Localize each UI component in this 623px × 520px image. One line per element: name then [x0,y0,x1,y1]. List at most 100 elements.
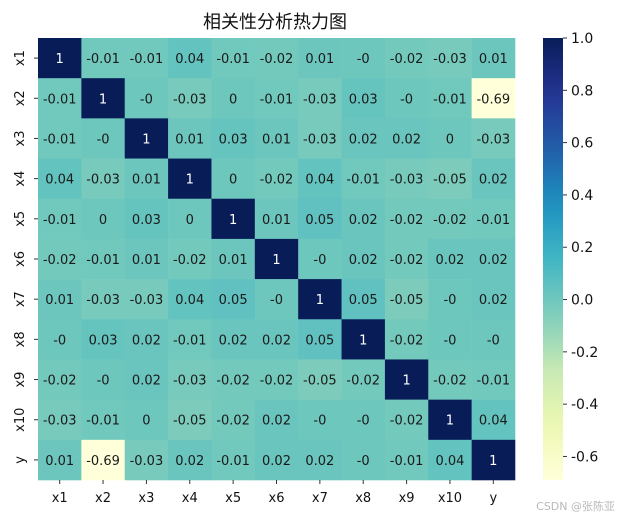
heatmap-cell [81,198,126,240]
colorbar-tick-label: 0.2 [571,240,593,256]
heatmap-cell [38,158,82,200]
heatmap-cell [168,158,212,200]
chart-title: 相关性分析热力图 [203,12,347,33]
heatmap-cell [471,118,516,159]
cell-value-label: -0.01 [43,92,77,107]
heatmap-cell [471,38,516,79]
cell-value-label: -0.03 [476,132,510,147]
cell-value-label: 0.01 [132,253,161,268]
cell-value-label: -0.01 [86,253,120,268]
heatmap-cell [38,38,82,79]
heatmap-cell [384,38,429,79]
cell-value-label: -0.05 [173,414,207,429]
heatmap-cell [254,319,299,360]
cell-value-label: -0.03 [86,173,120,188]
heatmap-cell [168,118,212,159]
heatmap-cell [341,78,386,119]
cell-value-label: 0 [229,173,237,188]
cell-value-label: 0.04 [45,173,74,188]
cell-value-label: 0.05 [349,293,378,308]
cell-value-label: 0.04 [479,414,508,429]
cell-value-label: 1 [186,173,194,188]
cell-value-label: -0.02 [173,253,207,268]
heatmap-cell [254,399,299,441]
y-tick-label: x2 [13,90,28,106]
cell-value-label: -0.03 [86,293,120,308]
cell-value-label: 0.02 [262,454,291,469]
heatmap-cell [38,238,82,280]
heatmap-cell [298,399,342,441]
cell-value-label: 0.01 [262,213,291,228]
cell-value-label: 0.01 [262,132,291,147]
cell-value-label: 0.05 [219,293,248,308]
heatmap-cell [341,238,386,280]
cell-value-label: -0.01 [260,92,294,107]
cell-value-label: -0.02 [433,213,467,228]
heatmap-cell [428,238,472,280]
heatmap-cell [384,78,429,119]
x-tick-label: x6 [269,491,285,506]
y-tick-label: x1 [13,50,28,66]
y-tick-label: x3 [13,130,28,146]
heatmap-cell [38,118,82,159]
cell-value-label: -0.02 [433,374,467,389]
colorbar-tick-label: 0.0 [571,293,593,309]
cell-value-label: 0.02 [349,132,378,147]
heatmap-cell [168,38,212,79]
heatmap-cell [428,439,472,481]
cell-value-label: -0.01 [476,213,510,228]
heatmap-cell [471,78,516,119]
x-tick-label: x8 [355,491,371,506]
cell-value-label: 1 [359,333,367,348]
cell-value-label: 0.02 [262,414,291,429]
cell-value-label: -0.02 [43,253,77,268]
heatmap-cell [428,279,472,320]
cell-value-label: -0.69 [476,92,510,107]
heatmap-cell [211,439,256,481]
cell-value-label: -0 [313,414,326,429]
colorbar-tick-label: -0.2 [571,345,598,361]
colorbar-tick-label: 1.0 [571,31,593,47]
cell-value-label: -0 [357,454,370,469]
cell-value-label: 0.03 [89,333,118,348]
cell-value-label: 0.02 [435,253,464,268]
heatmap-cell [168,279,212,320]
cell-value-label: -0 [313,253,326,268]
heatmap-cell [254,118,299,159]
y-tick-label: x7 [13,291,28,307]
cell-value-label: -0 [443,293,456,308]
heatmap-cell [428,319,472,360]
heatmap-cell [254,158,299,200]
heatmap-cell [298,118,342,159]
cell-value-label: -0.03 [390,173,424,188]
y-tick-label: x10 [13,408,28,432]
heatmap-cells [38,38,516,481]
x-tick-label: x10 [438,491,462,506]
cell-value-label: -0 [270,293,283,308]
heatmap-cell [38,279,82,320]
cell-value-label: 1 [142,132,150,147]
cell-value-label: -0.69 [86,454,120,469]
cell-value-label: -0.02 [390,52,424,67]
cell-value-label: 0.05 [305,213,334,228]
heatmap-cell [341,279,386,320]
heatmap-cell [81,238,126,280]
cell-value-label: -0.01 [86,52,120,67]
cell-value-label: 0.01 [305,52,334,67]
x-tick-label: x4 [182,491,198,506]
heatmap-cell [81,279,126,320]
heatmap-cell [298,238,342,280]
cell-value-label: 0 [142,414,150,429]
heatmap-cell [124,439,169,481]
x-tick-label: x7 [312,491,328,506]
cell-value-label: 0.02 [479,173,508,188]
heatmap-cell [81,399,126,441]
cell-value-label: 0.02 [349,213,378,228]
cell-value-label: -0.05 [390,293,424,308]
colorbar [543,38,563,480]
heatmap-cell [81,319,126,360]
cell-value-label: -0 [357,52,370,67]
heatmap-cell [124,399,169,441]
heatmap-cell [471,198,516,240]
